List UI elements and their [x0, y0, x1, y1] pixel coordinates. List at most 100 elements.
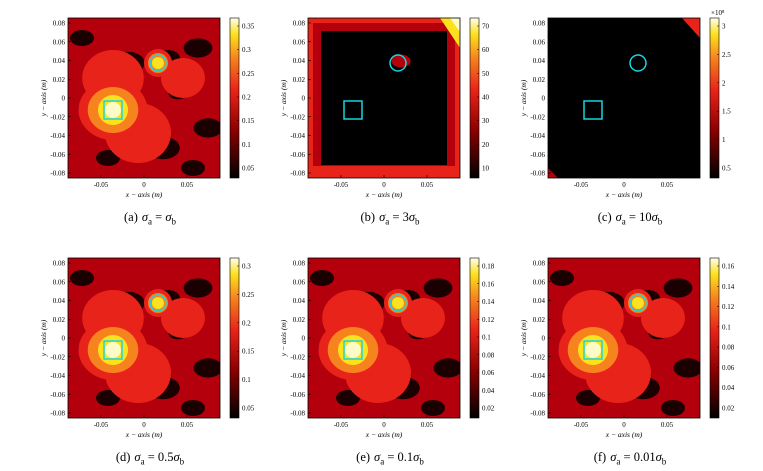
equals-sign: = [384, 450, 398, 464]
subscript-a: a [140, 456, 145, 467]
colorbar-tick-label: 0.05 [242, 165, 255, 173]
colorbar-tick-label: 0.15 [242, 117, 255, 125]
y-tick-label: 0.06 [533, 38, 546, 46]
y-tick-label: -0.02 [530, 113, 545, 121]
low-region [423, 278, 453, 298]
colorbar-tick-label: 0.06 [722, 364, 735, 372]
colorbar-tick-label: 0.14 [482, 298, 495, 306]
colorbar-tick-label: 0.1 [242, 376, 251, 384]
y-tick-label: -0.02 [50, 353, 65, 361]
contour-image [68, 18, 220, 178]
y-axis-label: y − axis (m) [279, 319, 288, 357]
y-tick-label: 0.08 [293, 20, 306, 28]
colorbar-tick-label: 0.18 [482, 263, 495, 271]
panel-f: -0.05 0 0.05 0.08 0.06 0.04 0.02 0 -0.02 -0.04 -0.… [519, 248, 740, 468]
peak-region [345, 342, 361, 358]
sigma-symbol: σ [651, 210, 658, 224]
colorbar-tick-label: 0.16 [722, 263, 735, 271]
subscript-a: a [148, 216, 153, 227]
colorbar-tick-label: 50 [482, 70, 490, 78]
y-tick-label: 0.02 [293, 316, 306, 324]
low-region [310, 270, 334, 286]
y-tick-label: -0.04 [50, 132, 65, 140]
colorbar-tick-label: 0.12 [722, 303, 735, 311]
equals-sign: = [144, 450, 158, 464]
low-region [181, 400, 205, 416]
colorbar [469, 257, 480, 419]
subscript-a: a [621, 216, 626, 227]
subscript-b: b [657, 216, 663, 227]
sigma-symbol: σ [413, 450, 420, 464]
colorbar-tick-label: 0.08 [722, 344, 735, 352]
panel-d: -0.05 0 0.05 0.08 0.06 0.04 0.02 0 -0.02 -0.04 -0.… [39, 248, 260, 468]
corner-peak [682, 18, 700, 38]
y-tick-label: 0.04 [53, 297, 66, 305]
target-circle-marker [389, 294, 407, 312]
y-tick-label: 0.08 [293, 260, 306, 268]
y-tick-label: 0.08 [533, 20, 546, 28]
caption-label: (d) [115, 450, 131, 464]
corner-peak [450, 18, 460, 32]
contour-band [161, 58, 205, 98]
low-region [183, 278, 213, 298]
colorbar [229, 17, 240, 179]
colorbar-tick-label: 0.12 [482, 316, 495, 324]
colorbar-tick-label: 3 [722, 23, 726, 31]
colorbar-tick-label: 10 [482, 165, 490, 173]
x-tick-label: 0 [622, 421, 626, 429]
colorbar-tick-label: 0.3 [242, 46, 251, 54]
colorbar-tick-label: 0.02 [722, 405, 735, 413]
corner-peak [440, 18, 460, 48]
x-axis-label: x − axis (m) [605, 190, 643, 199]
low-region [96, 390, 120, 406]
sigma-symbol: σ [408, 210, 415, 224]
low-region [673, 358, 700, 378]
peak-region [152, 57, 164, 69]
peak-region [105, 342, 121, 358]
coefficient: 0.5 [157, 450, 174, 464]
panel-c: -0.05 0 0.05 0.08 0.06 0.04 0.02 0 -0.02 -0.04 -0.… [519, 8, 740, 228]
y-tick-label: 0.06 [53, 38, 66, 46]
panel-e: -0.05 0 0.05 0.08 0.06 0.04 0.02 0 -0.02 -0.04 -0.… [279, 248, 500, 468]
x-tick-label: -0.05 [94, 421, 109, 429]
sigma-symbol: σ [610, 450, 617, 464]
x-axis-label: x − axis (m) [125, 430, 163, 439]
x-tick-label: -0.05 [334, 181, 349, 189]
target-square-marker [583, 340, 603, 360]
colorbar [469, 17, 480, 179]
y-tick-label: -0.06 [290, 391, 305, 399]
colorbar-tick-label: 2.5 [722, 51, 731, 59]
y-axis-label: y − axis (m) [39, 79, 48, 117]
y-tick-label: 0.04 [533, 297, 546, 305]
caption-label: (f) [593, 450, 607, 464]
y-tick-label: 0 [62, 95, 66, 103]
x-tick-label: 0.05 [181, 421, 194, 429]
y-tick-label: 0 [302, 95, 306, 103]
low-region [550, 270, 574, 286]
y-tick-label: 0.02 [533, 316, 546, 324]
colorbar-tick-label: 0.5 [722, 165, 731, 173]
colorbar [709, 257, 720, 419]
target-circle-marker [149, 294, 167, 312]
caption-label: (e) [356, 450, 371, 464]
y-tick-label: 0.02 [293, 76, 306, 84]
y-tick-label: -0.06 [290, 151, 305, 159]
caption-f: (f) σa = 0.01σb [520, 450, 740, 467]
y-tick-label: -0.06 [530, 151, 545, 159]
caption-label: (c) [597, 210, 612, 224]
y-tick-label: 0.02 [53, 316, 66, 324]
corner-peak [548, 168, 558, 178]
x-tick-label: 0 [382, 181, 386, 189]
y-tick-label: 0.02 [53, 76, 66, 84]
x-tick-label: -0.05 [574, 181, 589, 189]
sigma-symbol: σ [134, 450, 141, 464]
y-tick-label: -0.02 [290, 113, 305, 121]
x-axis-label: x − axis (m) [365, 190, 403, 199]
y-tick-label: -0.02 [290, 353, 305, 361]
y-tick-label: -0.04 [530, 372, 545, 380]
y-tick-label: 0.08 [53, 260, 66, 268]
subscript-a: a [616, 456, 621, 467]
field-background [308, 18, 460, 178]
plot-a: -0.05 0 0.05 0.08 0.06 0.04 0.02 0 -0.02 -0.04 -0.… [39, 17, 255, 199]
colorbar-tick-label: 0.1 [482, 334, 491, 342]
